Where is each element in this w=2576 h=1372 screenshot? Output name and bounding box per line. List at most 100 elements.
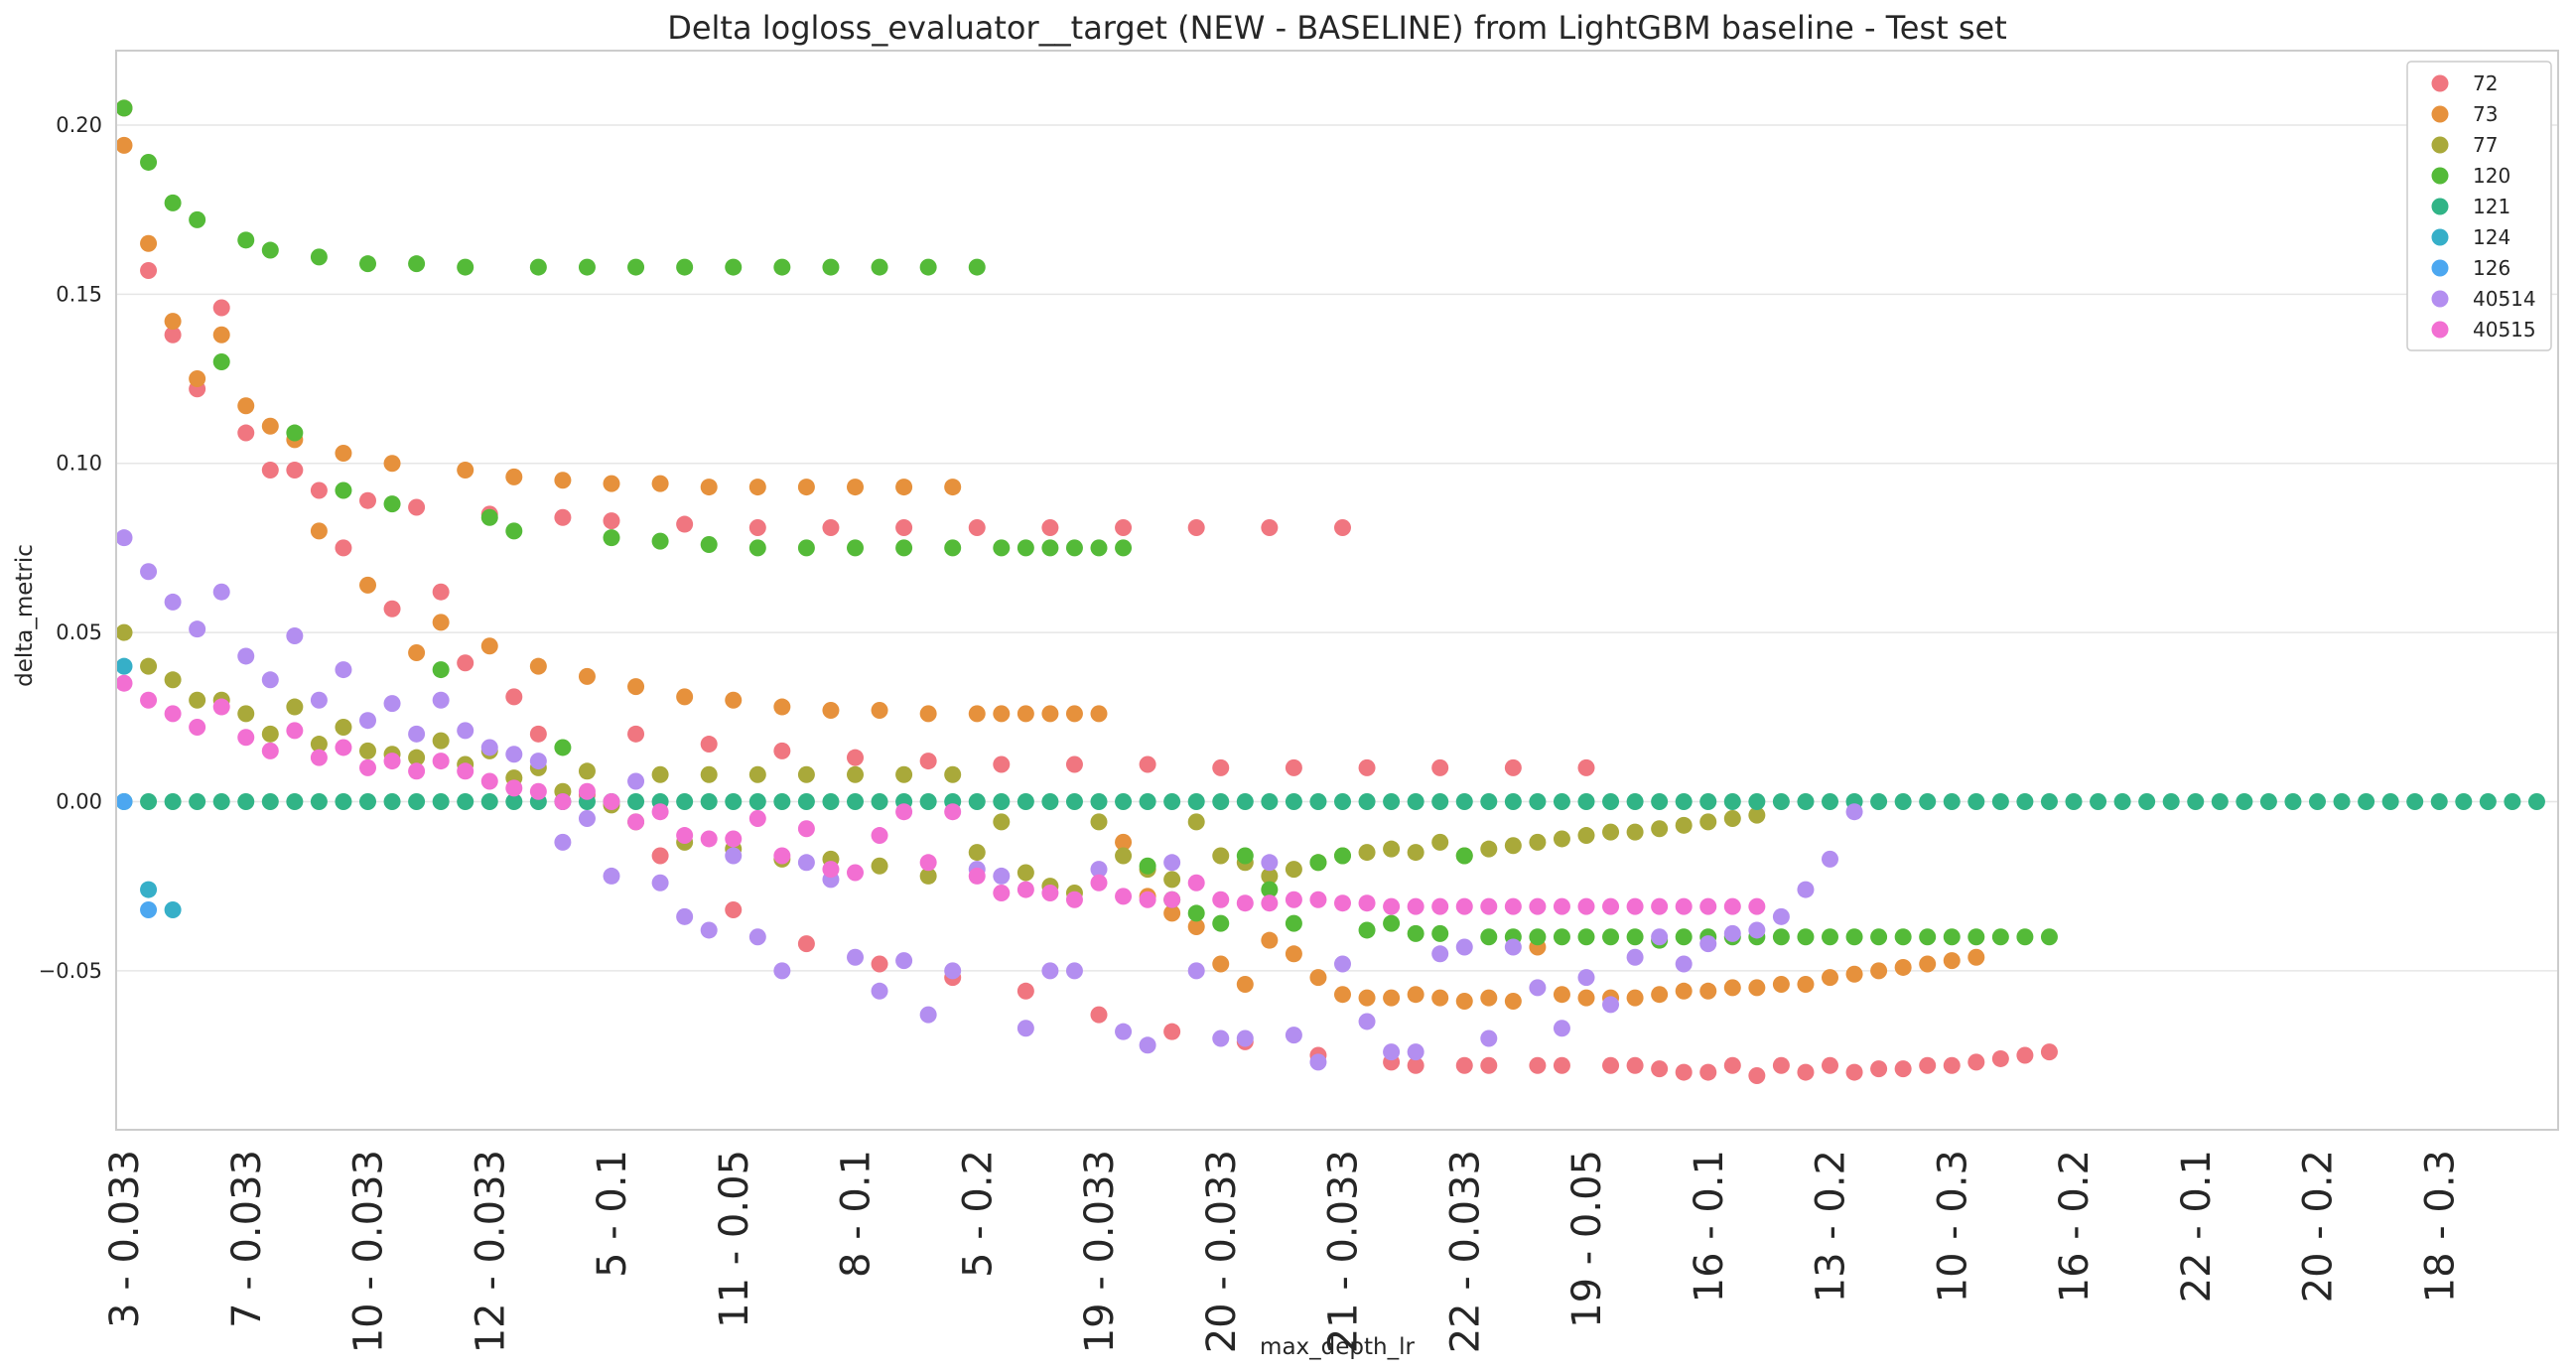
y-tick-label: 0.20 bbox=[56, 113, 102, 137]
point-77 bbox=[1163, 871, 1181, 889]
point-72 bbox=[1772, 1056, 1790, 1074]
point-120 bbox=[748, 539, 766, 557]
point-72 bbox=[1699, 1063, 1717, 1081]
point-120 bbox=[871, 258, 888, 276]
point-73 bbox=[1699, 982, 1717, 1000]
point-40515 bbox=[1504, 897, 1522, 915]
point-120 bbox=[2040, 928, 2058, 946]
point-121 bbox=[1943, 792, 1961, 810]
point-40515 bbox=[1212, 891, 1230, 908]
legend-label: 40515 bbox=[2473, 318, 2536, 342]
point-77 bbox=[359, 742, 376, 759]
y-axis-label: delta_metric bbox=[12, 544, 38, 687]
point-40515 bbox=[554, 792, 572, 810]
point-72 bbox=[1187, 518, 1205, 536]
point-120 bbox=[310, 248, 328, 266]
point-73 bbox=[237, 397, 255, 415]
legend-label: 120 bbox=[2473, 164, 2510, 188]
point-124 bbox=[164, 901, 182, 919]
point-40515 bbox=[1651, 897, 1669, 915]
point-72 bbox=[651, 847, 669, 865]
point-73 bbox=[1261, 931, 1279, 949]
point-77 bbox=[1626, 823, 1644, 841]
point-73 bbox=[748, 479, 766, 496]
legend-label: 73 bbox=[2473, 102, 2498, 126]
point-40514 bbox=[1797, 881, 1815, 898]
point-40515 bbox=[1577, 897, 1595, 915]
point-73 bbox=[189, 370, 206, 388]
point-121 bbox=[919, 792, 937, 810]
point-40515 bbox=[115, 674, 133, 692]
point-73 bbox=[1845, 965, 1863, 983]
point-77 bbox=[871, 857, 888, 875]
point-121 bbox=[2090, 792, 2107, 810]
point-72 bbox=[1870, 1060, 1888, 1078]
point-40515 bbox=[578, 782, 596, 800]
point-121 bbox=[1919, 792, 1937, 810]
point-40515 bbox=[1261, 894, 1279, 912]
point-121 bbox=[2406, 792, 2424, 810]
point-40515 bbox=[1431, 897, 1449, 915]
point-121 bbox=[1163, 792, 1181, 810]
point-40515 bbox=[1065, 891, 1083, 908]
chart-title: Delta logloss_evaluator__target (NEW - B… bbox=[667, 9, 2007, 47]
point-73 bbox=[1675, 982, 1693, 1000]
point-72 bbox=[1334, 518, 1351, 536]
point-72 bbox=[432, 583, 450, 601]
point-77 bbox=[1261, 867, 1279, 885]
point-73 bbox=[1797, 975, 1815, 993]
point-40515 bbox=[383, 753, 401, 770]
point-72 bbox=[383, 600, 401, 617]
point-40515 bbox=[895, 803, 913, 821]
point-72 bbox=[1919, 1056, 1937, 1074]
point-120 bbox=[1529, 928, 1547, 946]
point-120 bbox=[1041, 539, 1059, 557]
point-121 bbox=[1822, 792, 1838, 810]
point-40515 bbox=[164, 705, 182, 723]
point-40515 bbox=[432, 753, 450, 770]
legend-label: 40514 bbox=[2473, 287, 2536, 311]
point-120 bbox=[1358, 921, 1376, 939]
legend-label: 126 bbox=[2473, 256, 2510, 280]
point-121 bbox=[1383, 792, 1401, 810]
x-tick-label: 7 - 0.033 bbox=[224, 1150, 270, 1328]
point-40515 bbox=[700, 830, 718, 848]
y-tick-labels: −0.05 0.00 0.05 0.10 0.15 0.20 bbox=[39, 113, 102, 983]
point-73 bbox=[1383, 989, 1401, 1007]
point-72 bbox=[359, 491, 376, 509]
point-77 bbox=[310, 736, 328, 754]
point-72 bbox=[1017, 982, 1034, 1000]
point-72 bbox=[895, 518, 913, 536]
point-40515 bbox=[1236, 894, 1254, 912]
x-tick-label: 22 - 0.1 bbox=[2174, 1150, 2220, 1303]
point-120 bbox=[1772, 928, 1790, 946]
point-121 bbox=[1797, 792, 1815, 810]
point-40515 bbox=[1748, 897, 1766, 915]
point-121 bbox=[1772, 792, 1790, 810]
point-40515 bbox=[359, 758, 376, 776]
point-77 bbox=[1407, 844, 1424, 862]
point-40514 bbox=[1065, 962, 1083, 980]
point-77 bbox=[261, 725, 279, 743]
point-77 bbox=[1187, 813, 1205, 831]
point-40514 bbox=[1041, 962, 1059, 980]
point-40515 bbox=[1383, 897, 1401, 915]
point-120 bbox=[603, 529, 620, 547]
point-121 bbox=[1236, 792, 1254, 810]
point-77 bbox=[1017, 864, 1034, 882]
point-77 bbox=[1480, 840, 1498, 858]
legend-label: 124 bbox=[2473, 225, 2510, 249]
point-40515 bbox=[261, 742, 279, 759]
point-77 bbox=[1553, 830, 1570, 848]
legend-marker bbox=[2431, 105, 2449, 123]
point-121 bbox=[1699, 792, 1717, 810]
point-72 bbox=[847, 749, 864, 766]
point-72 bbox=[1967, 1053, 1985, 1071]
x-tick-label: 20 - 0.2 bbox=[2296, 1150, 2342, 1303]
point-40514 bbox=[505, 746, 523, 763]
point-77 bbox=[1431, 833, 1449, 851]
point-121 bbox=[164, 792, 182, 810]
point-121 bbox=[1358, 792, 1376, 810]
point-72 bbox=[822, 518, 840, 536]
point-73 bbox=[847, 479, 864, 496]
